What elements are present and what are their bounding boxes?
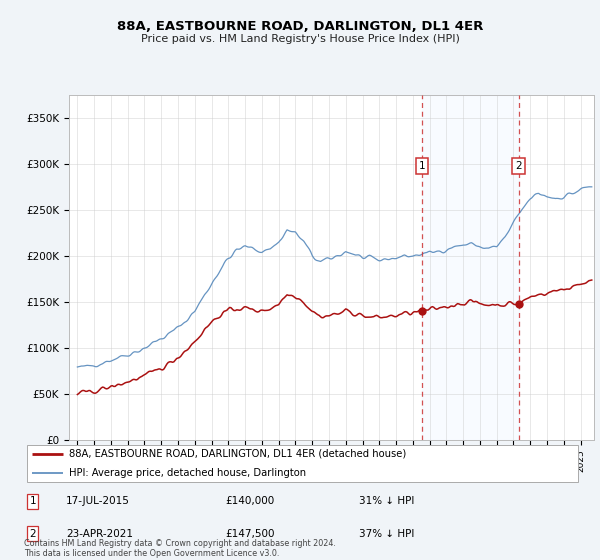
Text: 23-APR-2021: 23-APR-2021 (66, 529, 133, 539)
Text: 2: 2 (515, 161, 522, 171)
Text: £147,500: £147,500 (225, 529, 274, 539)
Text: Contains HM Land Registry data © Crown copyright and database right 2024.
This d: Contains HM Land Registry data © Crown c… (24, 539, 336, 558)
Text: 1: 1 (419, 161, 425, 171)
Text: 88A, EASTBOURNE ROAD, DARLINGTON, DL1 4ER: 88A, EASTBOURNE ROAD, DARLINGTON, DL1 4E… (117, 20, 483, 32)
Text: 37% ↓ HPI: 37% ↓ HPI (359, 529, 414, 539)
Text: 88A, EASTBOURNE ROAD, DARLINGTON, DL1 4ER (detached house): 88A, EASTBOURNE ROAD, DARLINGTON, DL1 4E… (68, 449, 406, 459)
Bar (422, 95, 518, 440)
Text: HPI: Average price, detached house, Darlington: HPI: Average price, detached house, Darl… (68, 468, 306, 478)
Text: 2: 2 (29, 529, 36, 539)
Text: Price paid vs. HM Land Registry's House Price Index (HPI): Price paid vs. HM Land Registry's House … (140, 34, 460, 44)
Text: 17-JUL-2015: 17-JUL-2015 (66, 496, 130, 506)
Text: 31% ↓ HPI: 31% ↓ HPI (359, 496, 414, 506)
FancyBboxPatch shape (27, 445, 578, 482)
Text: 1: 1 (29, 496, 36, 506)
Text: £140,000: £140,000 (225, 496, 274, 506)
